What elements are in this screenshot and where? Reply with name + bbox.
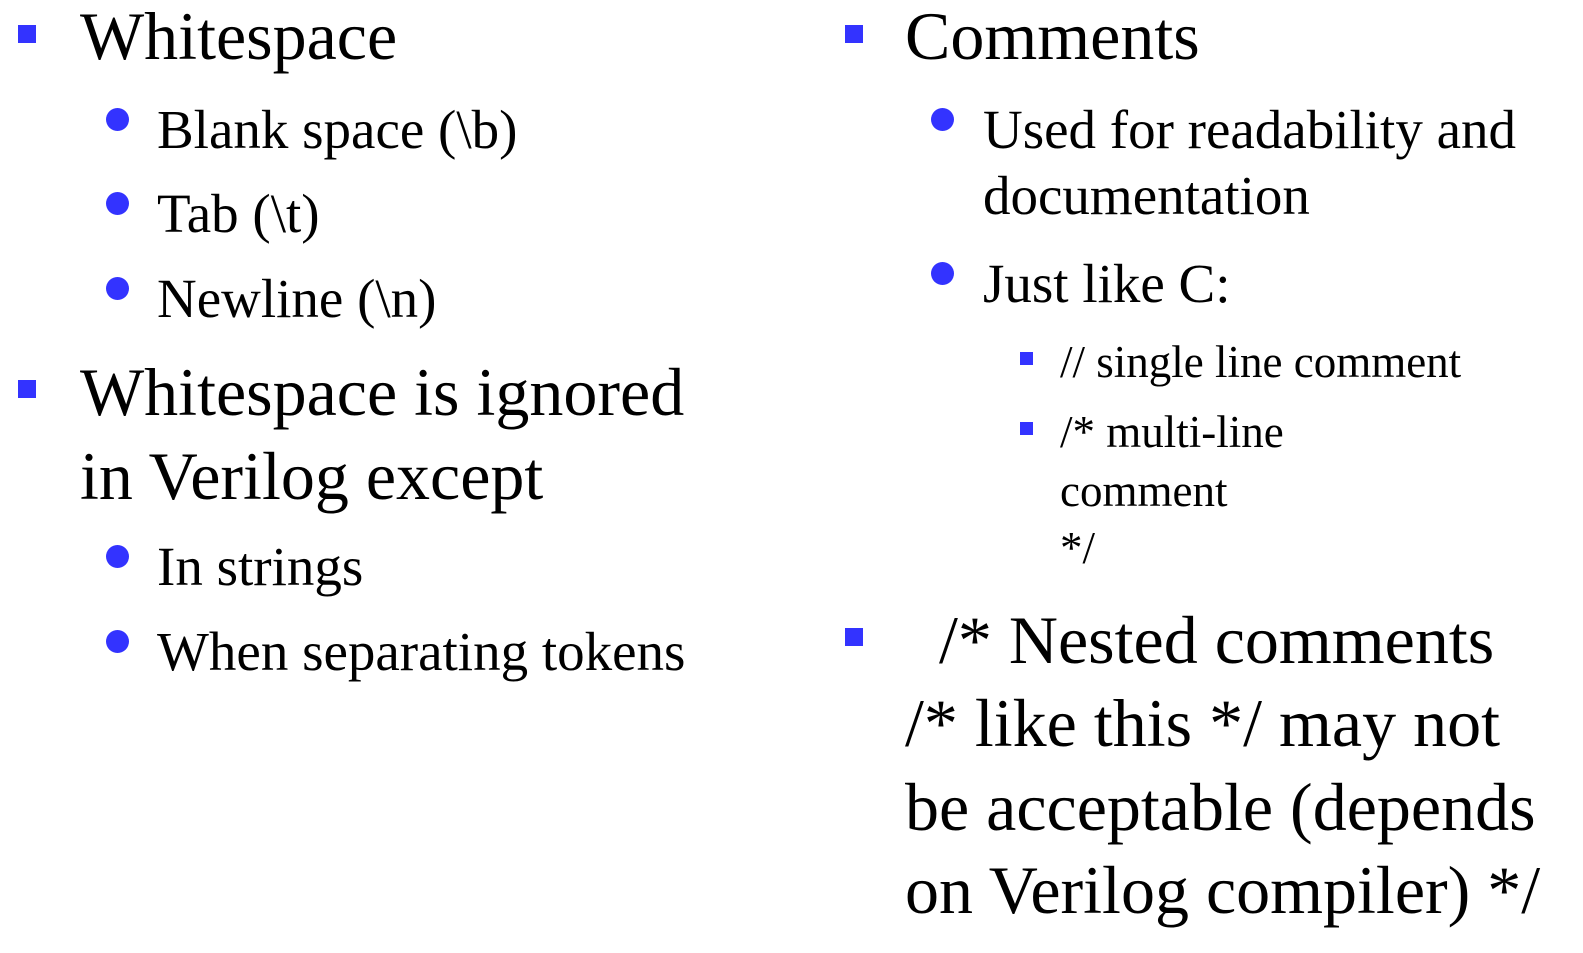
nested-line-2: /* like this */ may not [905,685,1500,761]
circle-bullet-icon [106,192,129,215]
comments-item-readability-line-2: documentation [983,165,1310,226]
comments-heading: Comments [905,0,1200,74]
circle-bullet-icon [106,630,129,653]
nested-line-3: be acceptable (depends [905,769,1536,845]
nested-line-1: /* Nested comments [905,602,1495,678]
square-bullet-icon [845,25,863,43]
except-item-strings: In strings [157,536,364,597]
whitespace-item-newline: Newline (\n) [157,268,437,329]
circle-bullet-icon [931,262,954,285]
circle-bullet-icon [106,277,129,300]
c-style-single-line: // single line comment [1060,337,1462,387]
whitespace-heading: Whitespace [80,0,398,74]
whitespace-item-tab: Tab (\t) [157,183,320,244]
ignored-line-2: in Verilog except [80,438,544,514]
circle-bullet-icon [931,108,954,131]
whitespace-item-blank: Blank space (\b) [157,99,518,160]
square-bullet-icon [845,628,863,646]
circle-bullet-icon [106,545,129,568]
ignored-line-1: Whitespace is ignored [80,354,685,430]
except-item-tokens: When separating tokens [157,621,686,682]
small-square-bullet-icon [1020,352,1033,365]
c-style-multi-line-3: */ [1060,523,1096,573]
nested-line-4: on Verilog compiler) */ [905,852,1541,928]
circle-bullet-icon [106,108,129,131]
square-bullet-icon [18,25,36,43]
comments-item-readability-line-1: Used for readability and [983,99,1517,160]
c-style-multi-line-2: comment [1060,466,1228,516]
comments-item-just-like-c: Just like C: [983,253,1231,314]
square-bullet-icon [18,380,36,398]
c-style-multi-line-1: /* multi-line [1060,407,1284,457]
small-square-bullet-icon [1020,422,1033,435]
